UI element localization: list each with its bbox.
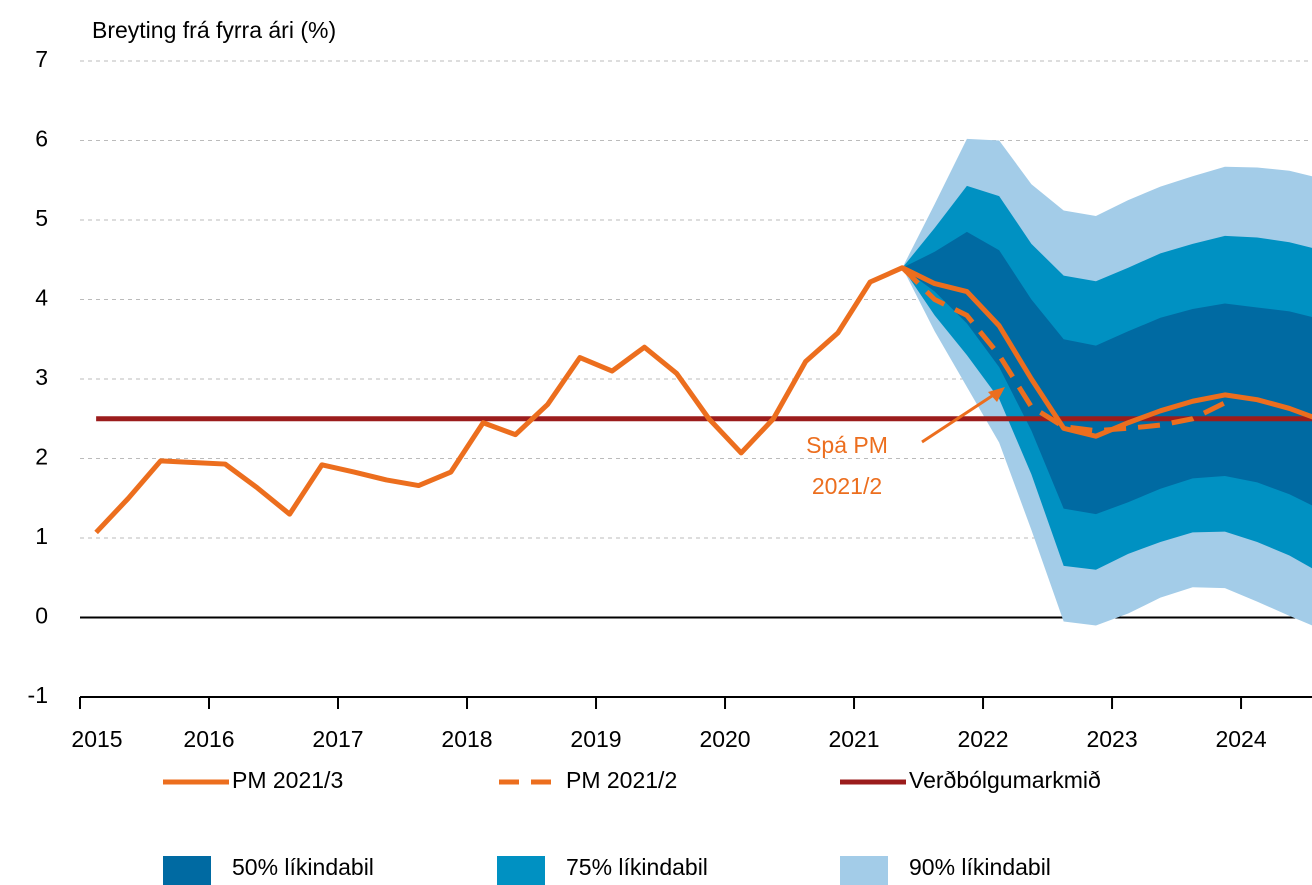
axes: -1 0 1 2 3 4 5 6 7 2015 2016 2017 2018 2019 2020 2021 20… <box>28 46 1312 752</box>
annotation-arrow <box>921 390 999 444</box>
y-tick-label: 6 <box>35 126 48 152</box>
legend: PM 2021/3 PM 2021/2 Verðbólgumarkmið 50% lí… <box>163 767 1101 885</box>
chart-title: Breyting frá fyrra ári (%) <box>92 17 336 43</box>
line <box>900 265 1227 434</box>
y-tick-label: 0 <box>35 603 48 629</box>
legend-label: PM 2021/2 <box>566 767 677 793</box>
legend-label: 50% líkindabil <box>232 854 374 880</box>
legend-label: 75% líkindabil <box>566 854 708 880</box>
x-tick-label: 2022 <box>957 726 1008 752</box>
plot-area <box>94 138 1312 626</box>
x-tick-label: 2019 <box>570 726 621 752</box>
x-tick-label: 2024 <box>1215 726 1266 752</box>
annotation-arrowhead <box>988 387 1005 402</box>
legend-swatch <box>840 856 888 885</box>
legend-swatch <box>497 856 545 885</box>
band <box>902 231 1312 515</box>
y-tick-label: 5 <box>35 205 48 231</box>
x-tick-label: 2021 <box>828 726 879 752</box>
legend-label: PM 2021/3 <box>232 767 343 793</box>
y-tick-label: 7 <box>35 46 48 72</box>
x-tick-label: 2016 <box>183 726 234 752</box>
x-tick-label: 2017 <box>312 726 363 752</box>
annotation: Spá PM <box>806 432 888 458</box>
x-tick-label: 2018 <box>441 726 492 752</box>
annotation: 2021/2 <box>812 473 882 499</box>
y-tick-label: 3 <box>35 364 48 390</box>
y-tick-label: -1 <box>28 682 48 708</box>
y-tick-label: 1 <box>35 523 48 549</box>
x-tick-label: 2020 <box>699 726 750 752</box>
y-tick-label: 2 <box>35 444 48 470</box>
x-tick-label: 2023 <box>1086 726 1137 752</box>
legend-label: Verðbólgumarkmið <box>909 767 1101 793</box>
y-tick-label: 4 <box>35 285 48 311</box>
legend-swatch <box>163 856 211 885</box>
legend-label: 90% líkindabil <box>909 854 1051 880</box>
x-tick-label: 2015 <box>71 726 122 752</box>
